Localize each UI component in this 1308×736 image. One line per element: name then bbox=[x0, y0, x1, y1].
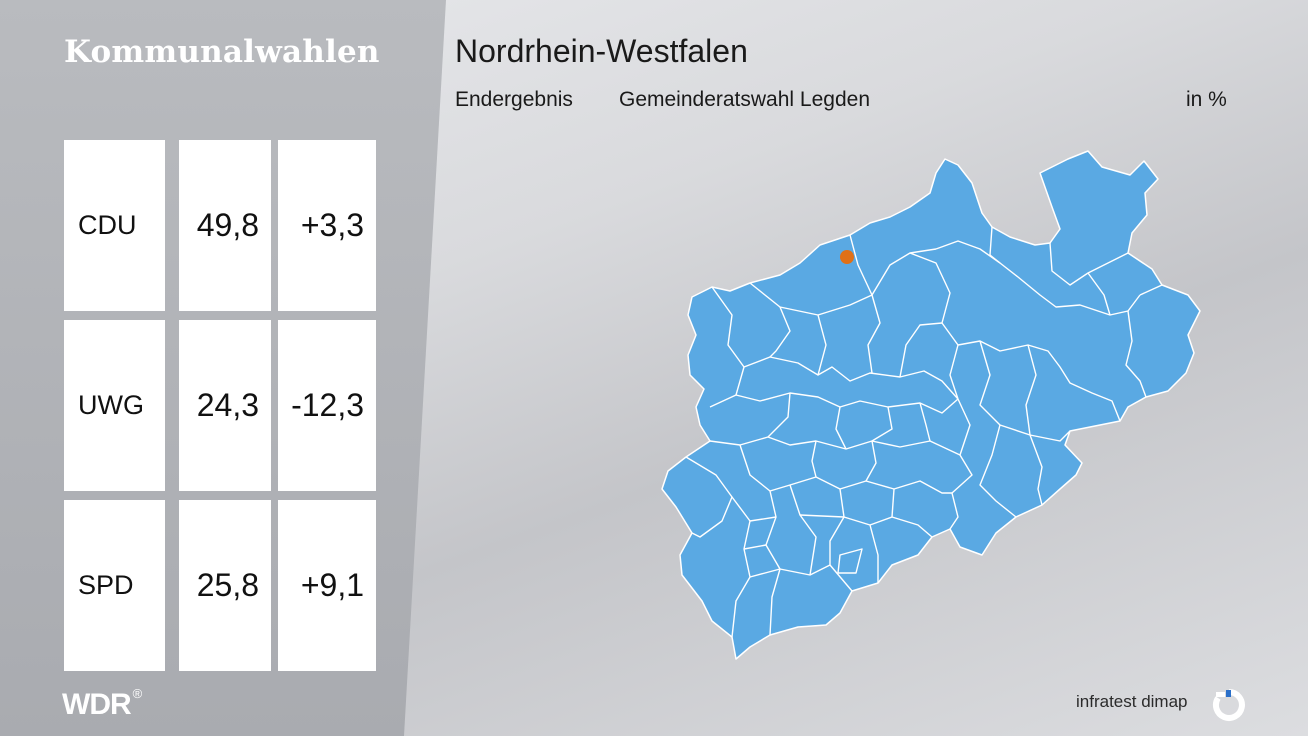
district-border bbox=[749, 516, 777, 522]
district-border bbox=[743, 544, 767, 550]
district-border bbox=[935, 240, 1141, 316]
infratest-dimap-logo-icon bbox=[1213, 689, 1245, 721]
district-border bbox=[749, 248, 937, 316]
district-border bbox=[765, 490, 781, 636]
change-cell: -12,3 bbox=[278, 320, 376, 491]
district-border bbox=[1139, 284, 1163, 296]
party-cell: UWG bbox=[64, 320, 165, 491]
state-outline bbox=[661, 150, 1201, 660]
district-border bbox=[709, 436, 961, 456]
district-border bbox=[909, 252, 1121, 422]
registered-mark: ® bbox=[132, 686, 143, 701]
district-border bbox=[867, 294, 881, 374]
district-border bbox=[811, 440, 817, 478]
district-border bbox=[837, 548, 863, 574]
district-border bbox=[899, 322, 943, 378]
district-border bbox=[869, 524, 879, 583]
result-type: Endergebnis bbox=[455, 88, 573, 111]
district-border bbox=[767, 392, 791, 438]
district-border bbox=[743, 356, 959, 400]
nrw-map bbox=[661, 150, 1201, 660]
state-title: Nordrhein-Westfalen bbox=[455, 33, 748, 69]
district-border bbox=[709, 286, 745, 408]
share-cell: 25,8 bbox=[179, 500, 271, 671]
share-cell: 49,8 bbox=[179, 140, 271, 311]
map-regions bbox=[661, 150, 1201, 660]
district-border bbox=[835, 406, 847, 450]
unit-label: in % bbox=[1186, 88, 1227, 111]
election-name: Gemeinderatswahl Legden bbox=[619, 88, 870, 111]
district-border bbox=[1025, 344, 1037, 436]
district-border bbox=[891, 488, 895, 518]
district-border bbox=[1087, 272, 1111, 316]
change-cell: +3,3 bbox=[278, 140, 376, 311]
district-border bbox=[871, 406, 893, 442]
vote-share: 49,8 bbox=[196, 207, 259, 243]
party-name: UWG bbox=[78, 390, 144, 420]
party-name: SPD bbox=[78, 570, 134, 600]
district-border bbox=[979, 424, 1017, 518]
party-cell: CDU bbox=[64, 140, 165, 311]
district-border bbox=[865, 440, 877, 482]
change-cell: +9,1 bbox=[278, 500, 376, 671]
district-border bbox=[731, 496, 751, 638]
district-border bbox=[789, 484, 817, 576]
party-cell: SPD bbox=[64, 500, 165, 671]
district-border bbox=[799, 514, 933, 538]
vote-share: 25,8 bbox=[196, 567, 259, 603]
district-border bbox=[829, 488, 845, 565]
district-border bbox=[919, 402, 931, 442]
wdr-logo-text: WDR bbox=[62, 688, 132, 721]
district-border bbox=[1049, 242, 1129, 286]
district-border bbox=[1125, 310, 1147, 398]
vote-share: 24,3 bbox=[196, 387, 259, 423]
district-border bbox=[735, 392, 959, 414]
share-cell: 24,3 bbox=[179, 320, 271, 491]
district-border bbox=[769, 306, 791, 358]
pollster-name: infratest dimap bbox=[1076, 692, 1188, 711]
district-border bbox=[849, 234, 873, 296]
vote-change: +3,3 bbox=[300, 207, 364, 243]
district-border bbox=[817, 314, 827, 376]
district-border bbox=[1029, 434, 1043, 506]
district-border bbox=[685, 456, 733, 538]
legden-marker bbox=[840, 250, 854, 264]
vote-change: -12,3 bbox=[291, 387, 364, 423]
wdr-logo: WDR ® bbox=[62, 686, 143, 722]
district-border bbox=[989, 226, 1001, 264]
party-name: CDU bbox=[78, 210, 137, 240]
vote-change: +9,1 bbox=[300, 567, 364, 603]
section-title: Kommunalwahlen bbox=[64, 34, 380, 70]
